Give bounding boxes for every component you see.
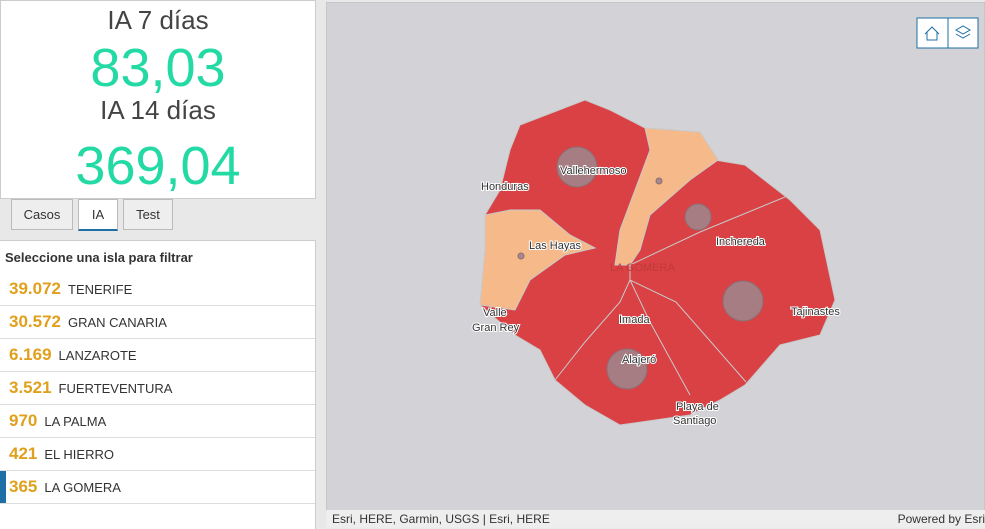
attribution: Esri, HERE, Garmin, USGS | Esri, HERE (332, 512, 550, 526)
tab[interactable]: Casos (11, 199, 73, 230)
island-row[interactable]: 30.572 GRAN CANARIA (0, 306, 315, 339)
tabs: Casos IA Test (0, 199, 316, 235)
circle[interactable] (556, 146, 598, 188)
home-icon (924, 26, 940, 41)
circle[interactable] (684, 203, 712, 231)
map: Honduras Vallehermoso Las Hayas Inchered… (326, 2, 985, 528)
island-name: LA GOMERA (44, 479, 121, 495)
island-count: 39.072 (9, 279, 61, 298)
place-label: Honduras (481, 181, 529, 193)
list-title: Seleccione una isla para filtrar (5, 250, 193, 265)
place-label: Vallehermoso (560, 165, 626, 177)
boundary (554, 265, 631, 381)
island-count: 3.521 (9, 378, 52, 397)
island-row[interactable]: 970 LA PALMA (0, 405, 315, 438)
circle[interactable] (722, 280, 764, 322)
ia14-value: 369,04 (75, 136, 241, 196)
island-name: LA PALMA (44, 413, 107, 429)
island-name: EL HIERRO (44, 446, 114, 462)
indicators: IA 7 días 83,03 IA 14 días 369,04 (0, 0, 316, 199)
island-label: LA GOMERA (610, 262, 675, 274)
tab[interactable]: Test (123, 199, 173, 230)
island-row[interactable]: 365 LA GOMERA (0, 471, 315, 504)
island-list: Seleccione una isla para filtrar 39.072 T… (0, 240, 316, 529)
home-button[interactable] (916, 17, 949, 49)
place-label: Valle (483, 307, 507, 319)
boundary (629, 279, 747, 383)
powered-by[interactable]: Powered by Esri (898, 512, 985, 526)
boundary (629, 196, 786, 266)
island-count: 421 (9, 444, 38, 463)
island-row[interactable]: 39.072 TENERIFE (0, 273, 315, 306)
layers-icon (954, 25, 972, 39)
ia14-label: IA 14 días (100, 95, 216, 125)
place-label: Las Hayas (529, 240, 581, 252)
circle[interactable] (655, 177, 663, 185)
tab[interactable]: IA (78, 199, 118, 231)
island-row[interactable]: 6.169 LANZAROTE (0, 339, 315, 372)
circle[interactable] (606, 348, 648, 390)
region[interactable] (614, 127, 719, 266)
ia7-value: 83,03 (90, 38, 226, 98)
boundary (629, 279, 691, 396)
place-label: Santiago (673, 415, 716, 427)
island-name: GRAN CANARIA (68, 314, 167, 330)
selected-marker (0, 471, 6, 503)
place-label: Gran Rey (472, 322, 520, 334)
place-label: Imada (619, 314, 650, 326)
circle[interactable] (517, 252, 525, 260)
place-label: Alajeró (622, 354, 656, 366)
layers-button[interactable] (947, 17, 979, 49)
island-count: 365 (9, 477, 38, 496)
ia7-label: IA 7 días (107, 5, 209, 35)
island-row[interactable]: 3.521 FUERTEVENTURA (0, 372, 315, 405)
island-name: TENERIFE (68, 281, 133, 297)
place-label: Inchereda (716, 236, 766, 248)
island-name: LANZAROTE (58, 347, 137, 363)
island-count: 30.572 (9, 312, 61, 331)
island-count: 970 (9, 411, 38, 430)
place-label: Playa de (676, 401, 719, 413)
island-row[interactable]: 421 EL HIERRO (0, 438, 315, 471)
island-name: FUERTEVENTURA (58, 380, 173, 396)
region[interactable] (479, 209, 597, 311)
island-count: 6.169 (9, 345, 52, 364)
place-label: Tajinastes (791, 306, 840, 318)
attribution-bar (326, 510, 985, 528)
